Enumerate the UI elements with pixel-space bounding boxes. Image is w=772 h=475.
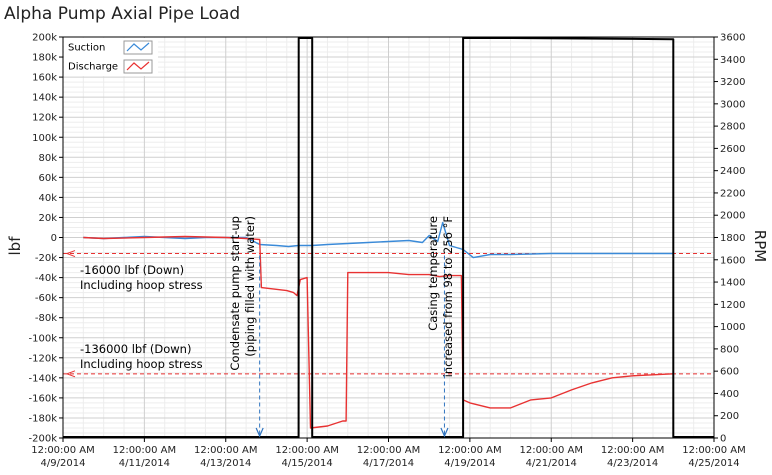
legend-swatch (126, 61, 150, 71)
annotation-text: Casing temperature (426, 216, 440, 331)
legend-swatch (126, 42, 150, 52)
series-line-discharge (83, 235, 674, 429)
y2-tick-label: 1200 (720, 300, 745, 311)
y2-tick-label: 1800 (720, 233, 745, 244)
reference-arrow (65, 250, 76, 258)
y-tick-label: -80k (35, 313, 57, 324)
annotation-arrowhead (440, 427, 449, 438)
annotation-arrowhead (255, 427, 264, 438)
x-tick-date: 4/23/2014 (607, 458, 658, 469)
y-tick-label: -120k (29, 353, 58, 364)
y2-tick-label: 1600 (720, 255, 745, 266)
x-tick-time: 12:00:00 AM (113, 445, 177, 456)
x-tick-date: 4/19/2014 (444, 458, 495, 469)
y2-axis-label: RPM (751, 230, 769, 262)
x-tick-time: 12:00:00 AM (519, 445, 583, 456)
y2-tick-label: 1000 (720, 322, 745, 333)
y-tick-label: 0 (51, 233, 57, 244)
grid (62, 36, 715, 439)
annotation-text: (piping filled with water) (243, 216, 257, 357)
y-tick-label: 200k (32, 33, 57, 44)
y-tick-label: 140k (32, 93, 57, 104)
y-tick-label: 40k (38, 193, 57, 204)
x-axis: 12:00:00 AM 4/9/2014 12:00:00 AM 4/11/2014 1… (31, 438, 746, 469)
chart-title: Alpha Pump Axial Pipe Load (4, 4, 241, 24)
y-tick-label: -40k (35, 273, 57, 284)
y2-tick-label: 3600 (720, 33, 745, 44)
y-tick-label: -100k (29, 333, 58, 344)
x-tick-date: 4/9/2014 (41, 458, 86, 469)
y-tick-label: 120k (32, 113, 57, 124)
annotation-text: Including hoop stress (80, 278, 203, 292)
y2-tick-label: 2800 (720, 122, 745, 133)
reference-arrow (65, 370, 76, 378)
y-axis-left: 200k 180k 160k 140k 120k 100k 80k 60k 40k 20k 0 -20… (29, 33, 63, 445)
y2-tick-label: 0 (720, 434, 726, 445)
annotation-text: -136000 lbf (Down) (80, 342, 191, 356)
x-tick-date: 4/17/2014 (363, 458, 414, 469)
y-tick-label: 100k (32, 133, 57, 144)
x-tick-time: 12:00:00 AM (601, 445, 665, 456)
x-tick-time: 12:00:00 AM (682, 445, 746, 456)
x-tick-time: 12:00:00 AM (275, 445, 339, 456)
y-tick-label: 60k (38, 173, 57, 184)
y2-tick-label: 2400 (720, 166, 745, 177)
x-tick-date: 4/11/2014 (119, 458, 170, 469)
series-line-rpm (63, 37, 714, 438)
y-axis-right: 3600340032003000280026002400220020001800… (714, 33, 745, 445)
x-tick-time: 12:00:00 AM (194, 445, 258, 456)
y2-tick-label: 600 (720, 367, 739, 378)
y-tick-label: -20k (35, 253, 57, 264)
y-tick-label: -180k (29, 413, 58, 424)
y-tick-label: 80k (38, 153, 57, 164)
legend-label: Suction (68, 43, 105, 54)
y2-tick-label: 2200 (720, 188, 745, 199)
x-tick-date: 4/25/2014 (688, 458, 739, 469)
y-tick-label: 160k (32, 73, 57, 84)
x-tick-time: 12:00:00 AM (438, 445, 502, 456)
y-tick-label: 20k (38, 213, 57, 224)
y2-tick-label: 2600 (720, 144, 745, 155)
x-tick-date: 4/13/2014 (200, 458, 251, 469)
annotations: Condensate pump start-up (piping filled w… (80, 216, 455, 438)
x-tick-date: 4/15/2014 (281, 458, 332, 469)
legend: Suction Discharge (64, 38, 158, 76)
legend-label: Discharge (68, 62, 118, 73)
y2-tick-label: 400 (720, 389, 739, 400)
y-axis-label: lbf (6, 236, 24, 256)
y-tick-label: 180k (32, 53, 57, 64)
y2-tick-label: 3400 (720, 55, 745, 66)
annotation-text: Condensate pump start-up (228, 216, 242, 371)
y2-tick-label: 3000 (720, 99, 745, 110)
y-tick-label: -60k (35, 293, 57, 304)
annotation-text: increased from 98 to 256 °F (441, 216, 455, 377)
x-tick-date: 4/21/2014 (526, 458, 577, 469)
x-tick-time: 12:00:00 AM (31, 445, 95, 456)
plot-area (63, 37, 714, 438)
y-tick-label: -200k (29, 434, 58, 445)
y-tick-label: -140k (29, 373, 58, 384)
x-tick-time: 12:00:00 AM (357, 445, 421, 456)
y2-tick-label: 2000 (720, 211, 745, 222)
series-line-suction (83, 221, 674, 259)
y2-tick-label: 800 (720, 344, 739, 355)
annotation-text: Including hoop stress (80, 357, 203, 371)
y2-tick-label: 3200 (720, 77, 745, 88)
annotation-text: -16000 lbf (Down) (80, 263, 184, 277)
y2-tick-label: 1400 (720, 278, 745, 289)
y-tick-label: -160k (29, 393, 58, 404)
y2-tick-label: 200 (720, 411, 739, 422)
